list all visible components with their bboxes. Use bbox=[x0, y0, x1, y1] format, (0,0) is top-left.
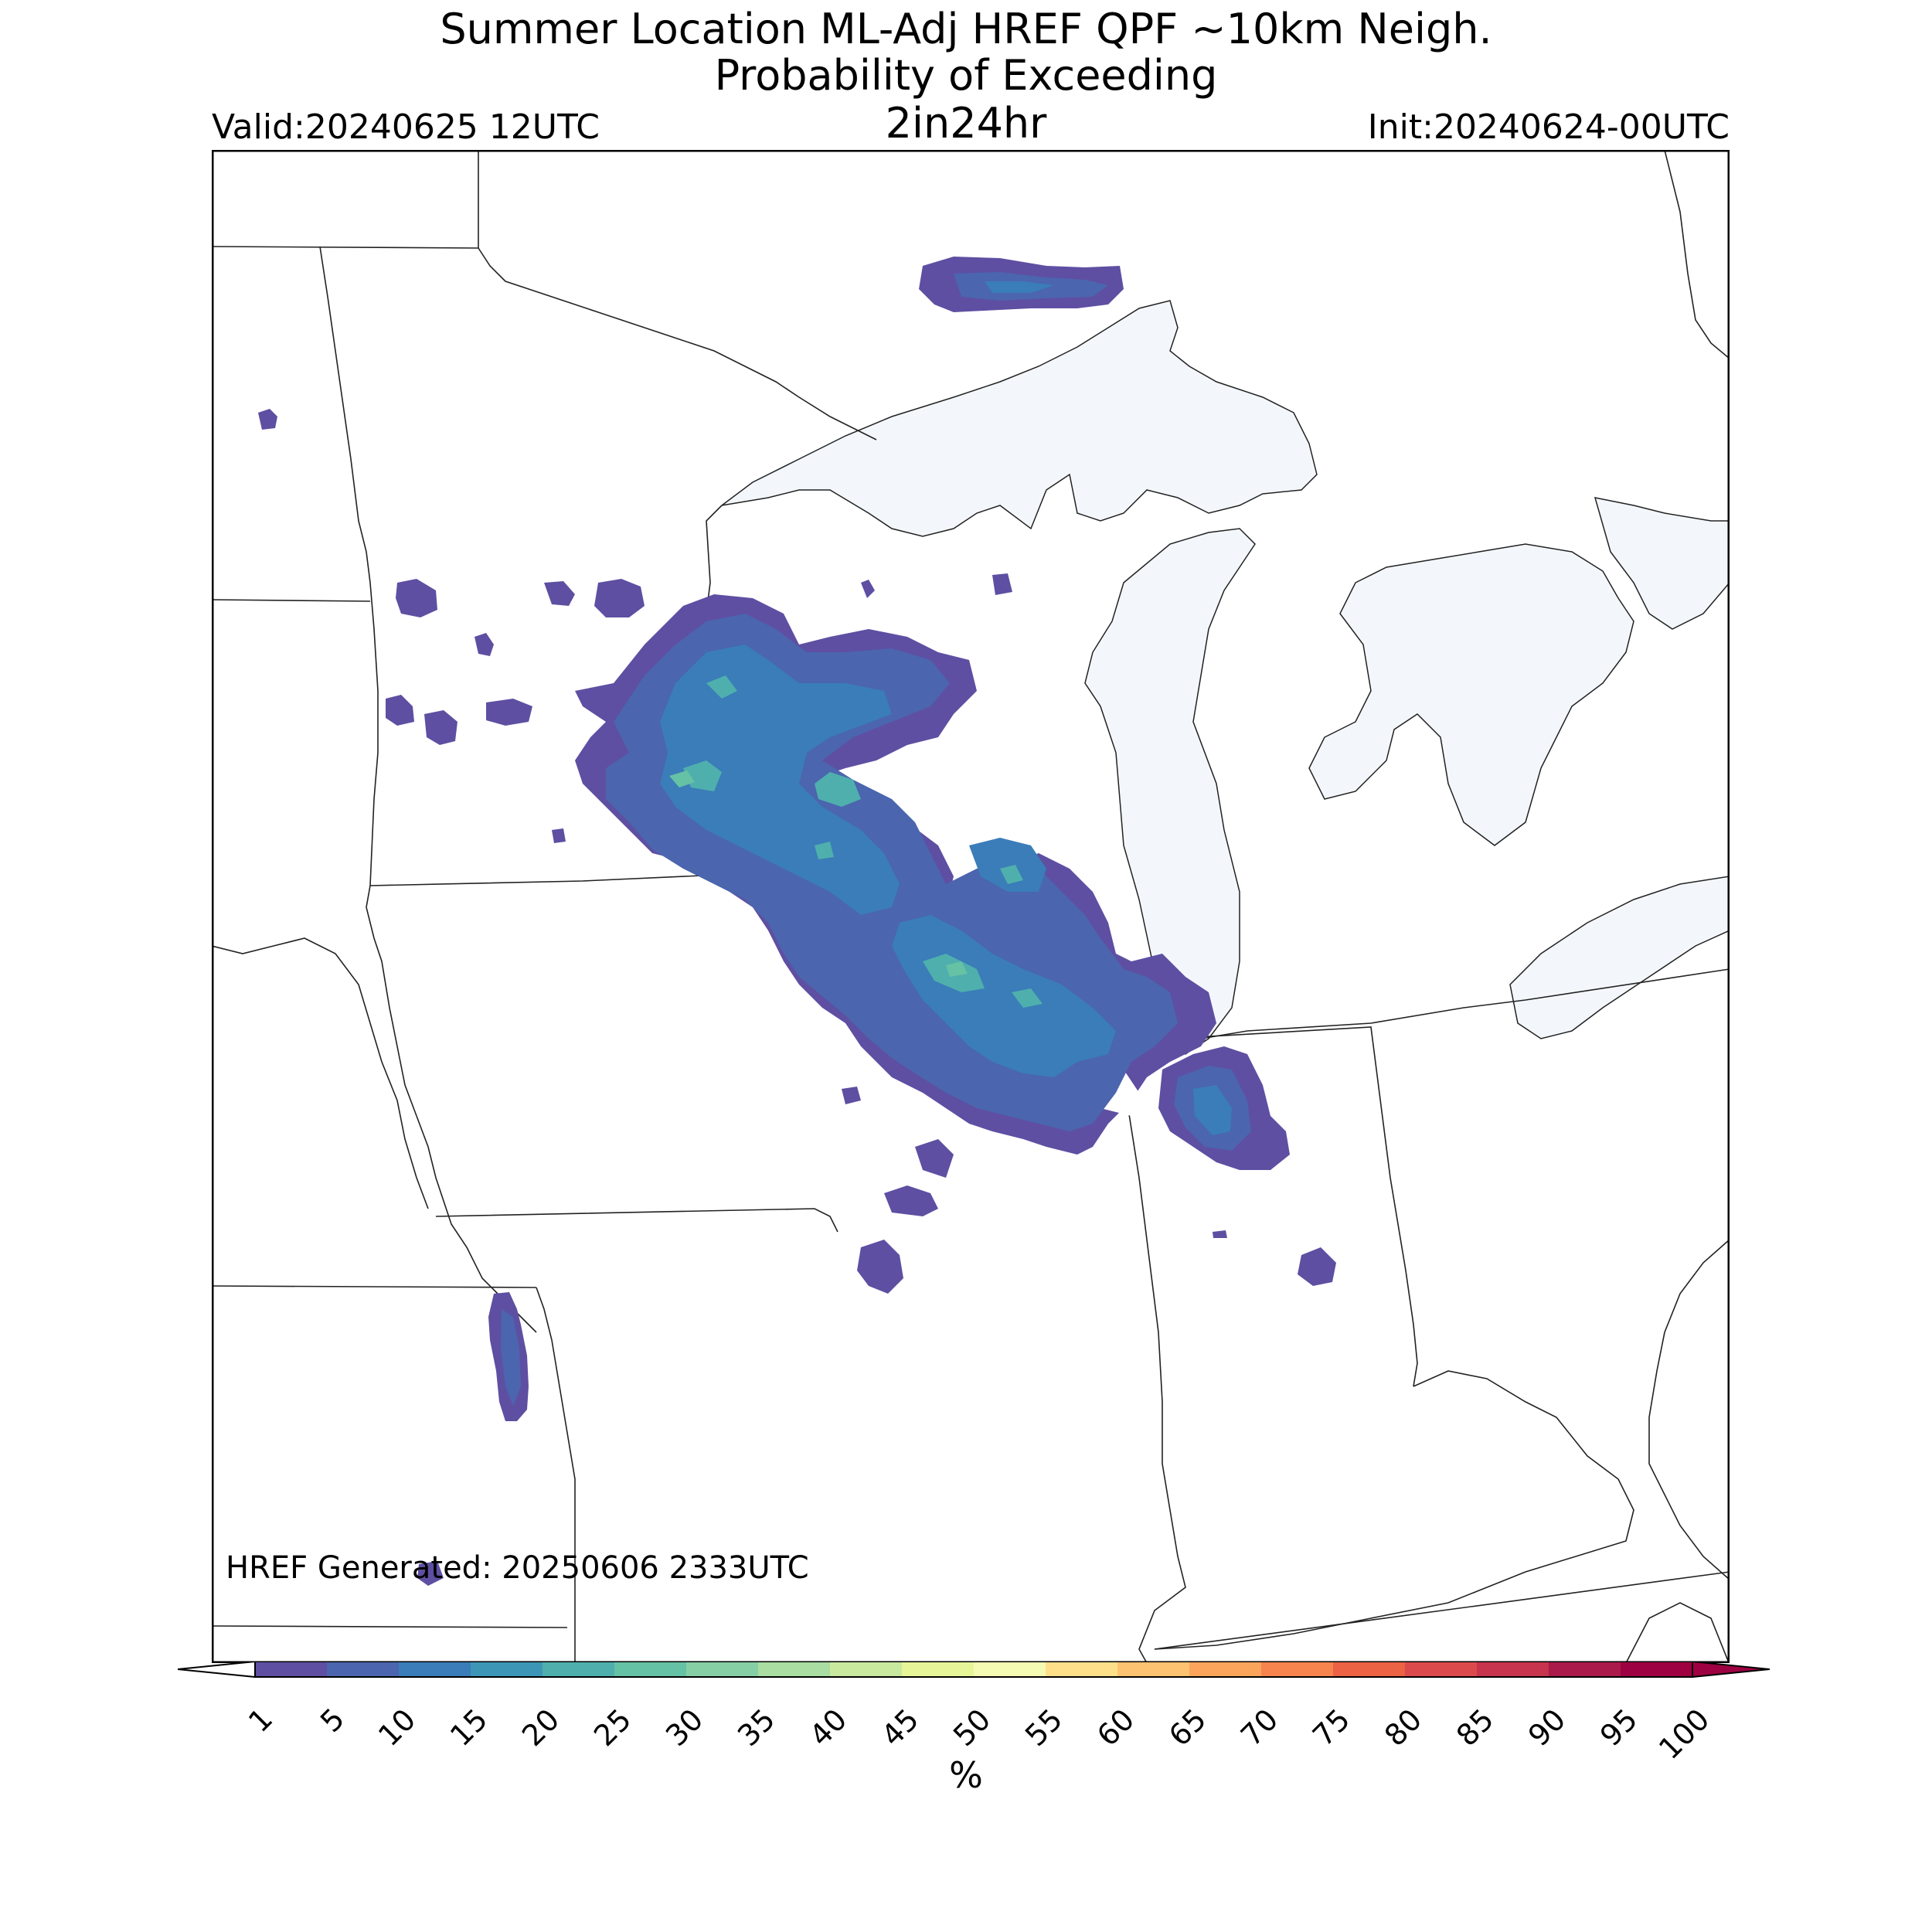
lake-erie bbox=[1509, 876, 1730, 1039]
colorbar-tick-label: 25 bbox=[587, 1702, 638, 1753]
colorbar-min-extension bbox=[178, 1662, 256, 1679]
colorbar-cell bbox=[471, 1662, 543, 1677]
colorbar-cell bbox=[1621, 1662, 1693, 1677]
lake-superior bbox=[721, 300, 1318, 537]
colorbar-cell bbox=[327, 1662, 400, 1677]
colorbar-cell bbox=[974, 1662, 1046, 1677]
colorbar-tick-label: 70 bbox=[1234, 1702, 1285, 1753]
colorbar-tick-label: 75 bbox=[1306, 1702, 1357, 1753]
colorbar-tick-label: 5 bbox=[313, 1702, 351, 1740]
colorbar-tick-label: 45 bbox=[875, 1702, 926, 1753]
colorbar-cell bbox=[1405, 1662, 1478, 1677]
colorbar-cell bbox=[1261, 1662, 1334, 1677]
chart-title-line1: Summer Location ML-Adj HREF QPF ~10km Ne… bbox=[440, 5, 1492, 53]
generated-timestamp: HREF Generated: 20250606 2333UTC bbox=[226, 1550, 809, 1586]
colorbar-cell bbox=[902, 1662, 975, 1677]
colorbar-cell bbox=[1333, 1662, 1406, 1677]
lake-michigan bbox=[1084, 528, 1256, 1055]
lake-huron bbox=[1308, 543, 1634, 846]
colorbar-tick-label: 30 bbox=[659, 1702, 710, 1753]
colorbar-cell bbox=[686, 1662, 759, 1677]
valid-time-label: Valid:20240625 12UTC bbox=[212, 107, 600, 147]
probability-field bbox=[258, 257, 1336, 1586]
great-lakes bbox=[721, 300, 1730, 1055]
colorbar-tick-label: 90 bbox=[1522, 1702, 1573, 1753]
colorbar-cell bbox=[614, 1662, 687, 1677]
georgian-bay bbox=[1594, 497, 1730, 630]
colorbar-cell bbox=[1046, 1662, 1118, 1677]
colorbar-cell bbox=[830, 1662, 903, 1677]
init-time-label: Init:20240624-00UTC bbox=[1367, 107, 1730, 147]
colorbar-tick-label: 80 bbox=[1378, 1702, 1429, 1753]
colorbar-unit-label: % bbox=[949, 1754, 983, 1796]
colorbar-outline bbox=[254, 1662, 1693, 1678]
colorbar-cell bbox=[1189, 1662, 1262, 1677]
chart-title-line3: 2in24hr bbox=[885, 99, 1047, 148]
colorbar-max-extension bbox=[1692, 1662, 1770, 1679]
colorbar-tick-label: 15 bbox=[444, 1702, 495, 1753]
colorbar-tick-label: 65 bbox=[1162, 1702, 1213, 1753]
colorbar-tick-label: 20 bbox=[515, 1702, 566, 1753]
colorbar-cell bbox=[1117, 1662, 1190, 1677]
colorbar-tick-label: 55 bbox=[1019, 1702, 1070, 1753]
colorbar-tick-label: 50 bbox=[947, 1702, 998, 1753]
chart-title-line2: Probability of Exceeding bbox=[714, 51, 1218, 100]
colorbar-cell bbox=[1549, 1662, 1621, 1677]
colorbar bbox=[178, 1662, 1770, 1679]
colorbar-tick-label: 40 bbox=[803, 1702, 854, 1753]
colorbar-tick-label: 60 bbox=[1090, 1702, 1141, 1753]
colorbar-cell bbox=[1477, 1662, 1549, 1677]
colorbar-cell bbox=[543, 1662, 615, 1677]
map-panel bbox=[212, 150, 1730, 1663]
colorbar-tick-label: 95 bbox=[1594, 1702, 1645, 1753]
colorbar-cell bbox=[399, 1662, 471, 1677]
colorbar-tick-label: 35 bbox=[731, 1702, 782, 1753]
colorbar-tick-label: 85 bbox=[1450, 1702, 1501, 1753]
colorbar-tick-label: 10 bbox=[372, 1702, 423, 1753]
colorbar-tick-label: 1 bbox=[241, 1702, 279, 1740]
colorbar-cell bbox=[758, 1662, 831, 1677]
colorbar-cell bbox=[255, 1662, 328, 1677]
